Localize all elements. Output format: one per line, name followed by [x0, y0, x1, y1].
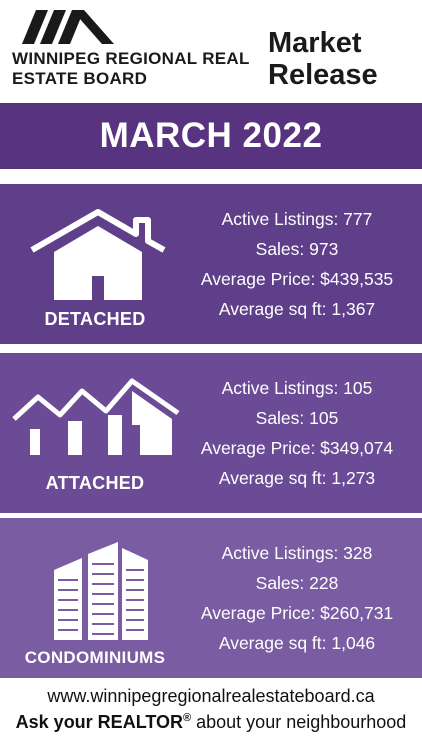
attached-sales: Sales: 105: [255, 408, 339, 428]
attached-average-sqft: Average sq ft: 1,273: [218, 468, 376, 488]
condo-sales: Sales: 228: [255, 573, 339, 593]
attached-icon-area: ATTACHED: [0, 353, 190, 513]
attached-active-listings: Active Listings: 105: [221, 378, 373, 398]
condo-label: CONDOMINIUMS: [24, 648, 166, 667]
detached-average-price: Average Price: $439,535: [200, 269, 394, 289]
detached-panel: DETACHED Active Listings: 777 Sales: 973…: [0, 184, 422, 344]
detached-icon-area: DETACHED: [0, 184, 190, 344]
condo-stats: Active Listings: 328 Sales: 228 Average …: [182, 538, 412, 658]
attached-label: ATTACHED: [45, 473, 145, 493]
detached-label: DETACHED: [44, 309, 146, 329]
detached-average-sqft: Average sq ft: 1,367: [218, 299, 376, 319]
condo-panel: CONDOMINIUMS Active Listings: 328 Sales:…: [0, 518, 422, 678]
ask-realtor-bold: Ask your REALTOR: [15, 712, 184, 732]
condo-average-price: Average Price: $260,731: [200, 603, 394, 623]
detached-sales: Sales: 973: [255, 239, 339, 259]
condo-average-sqft: Average sq ft: 1,046: [218, 633, 376, 653]
detached-active-listings: Active Listings: 777: [221, 209, 373, 229]
ask-realtor-rest: about your neighbourhood: [191, 712, 407, 732]
board-name: WINNIPEG REGIONAL REAL ESTATE BOARD: [12, 49, 250, 88]
release-line-1: Market: [268, 27, 362, 59]
condo-active-listings: Active Listings: 328: [221, 543, 373, 563]
house-icon: [30, 209, 166, 300]
condo-towers-icon: [54, 542, 148, 640]
month-title: MARCH 2022: [0, 103, 422, 169]
townhouses-icon: [12, 378, 180, 455]
attached-panel: ATTACHED Active Listings: 105 Sales: 105…: [0, 353, 422, 513]
registered-mark: ®: [183, 712, 192, 724]
attached-stats: Active Listings: 105 Sales: 105 Average …: [182, 373, 412, 493]
roof-logo-icon: [22, 10, 114, 44]
market-release-title: Market Release: [268, 27, 418, 91]
release-line-2: Release: [268, 59, 378, 91]
attached-average-price: Average Price: $349,074: [200, 438, 394, 458]
condo-icon-area: CONDOMINIUMS: [0, 518, 190, 678]
detached-stats: Active Listings: 777 Sales: 973 Average …: [182, 204, 412, 324]
website-link[interactable]: www.winnipegregionalrealestateboard.ca: [47, 686, 375, 706]
ask-realtor-tagline: Ask your REALTOR® about your neighbourho…: [0, 712, 422, 733]
header: WINNIPEG REGIONAL REAL ESTATE BOARD Mark…: [0, 0, 422, 100]
